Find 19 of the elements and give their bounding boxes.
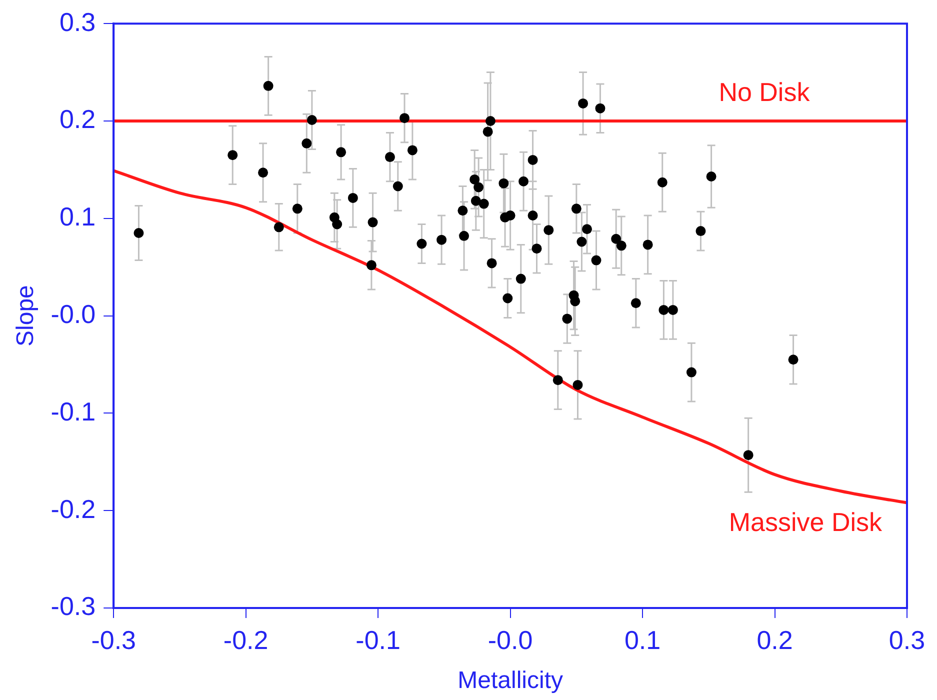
x-tick-label: -0.2	[223, 624, 268, 655]
x-tick-label: 0.3	[888, 624, 926, 655]
x-tick-label: -0.0	[488, 624, 533, 655]
y-tick-label: -0.3	[50, 591, 96, 622]
ref-line-label: No Disk	[718, 77, 811, 108]
y-tick-label: 0.3	[59, 6, 96, 37]
y-axis-title: Slope	[12, 285, 40, 346]
x-axis-title: Metallicity	[458, 667, 563, 694]
y-tick-label: -0.1	[50, 396, 96, 426]
series-label: Massive Disk	[728, 506, 883, 537]
x-tick-label: -0.1	[356, 624, 400, 655]
y-tick-label: 0.1	[59, 202, 96, 232]
y-tick-label: -0.0	[50, 298, 96, 329]
x-tick-label: -0.3	[91, 624, 136, 655]
x-tick-label: 0.1	[624, 624, 661, 655]
x-tick-label: 0.2	[756, 624, 793, 655]
line-series	[114, 169, 907, 504]
y-tick-label: 0.2	[59, 104, 96, 134]
y-tick-label: -0.2	[50, 494, 96, 524]
